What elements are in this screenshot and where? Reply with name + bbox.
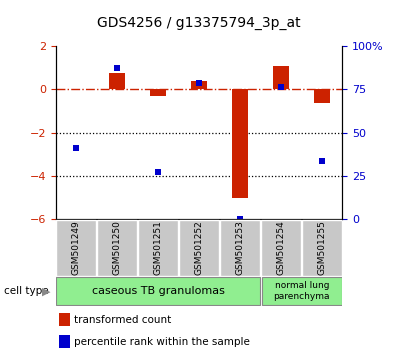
Text: GSM501255: GSM501255 bbox=[317, 220, 326, 275]
Text: caseous TB granulomas: caseous TB granulomas bbox=[92, 286, 224, 296]
Point bbox=[73, 145, 79, 151]
Bar bbox=[232, 89, 248, 198]
Bar bbox=[56, 277, 260, 305]
Point bbox=[278, 84, 284, 90]
Bar bbox=[261, 220, 301, 275]
Bar bbox=[302, 220, 342, 275]
Text: GSM501252: GSM501252 bbox=[195, 221, 203, 275]
Bar bbox=[59, 313, 70, 326]
Point bbox=[196, 80, 202, 86]
Point bbox=[319, 158, 325, 164]
Text: transformed count: transformed count bbox=[74, 315, 172, 325]
Text: GDS4256 / g13375794_3p_at: GDS4256 / g13375794_3p_at bbox=[97, 16, 301, 30]
Bar bbox=[273, 65, 289, 89]
Bar bbox=[109, 73, 125, 89]
Text: GSM501249: GSM501249 bbox=[72, 221, 81, 275]
Bar bbox=[150, 89, 166, 96]
Bar bbox=[179, 220, 219, 275]
Bar bbox=[314, 89, 330, 103]
Bar bbox=[56, 220, 96, 275]
Text: normal lung
parenchyma: normal lung parenchyma bbox=[273, 281, 330, 301]
Text: GSM501250: GSM501250 bbox=[113, 220, 122, 275]
Text: GSM501254: GSM501254 bbox=[276, 221, 285, 275]
Point bbox=[237, 217, 243, 222]
Text: GSM501251: GSM501251 bbox=[154, 220, 162, 275]
Text: ▶: ▶ bbox=[42, 286, 50, 296]
Bar bbox=[220, 220, 260, 275]
Text: GSM501253: GSM501253 bbox=[236, 220, 244, 275]
Point bbox=[114, 65, 120, 70]
Text: cell type: cell type bbox=[4, 286, 49, 296]
Bar bbox=[97, 220, 137, 275]
Bar bbox=[138, 220, 178, 275]
Point bbox=[155, 169, 161, 175]
Bar bbox=[59, 335, 70, 348]
Bar bbox=[261, 277, 342, 305]
Text: percentile rank within the sample: percentile rank within the sample bbox=[74, 337, 250, 347]
Bar bbox=[191, 81, 207, 89]
